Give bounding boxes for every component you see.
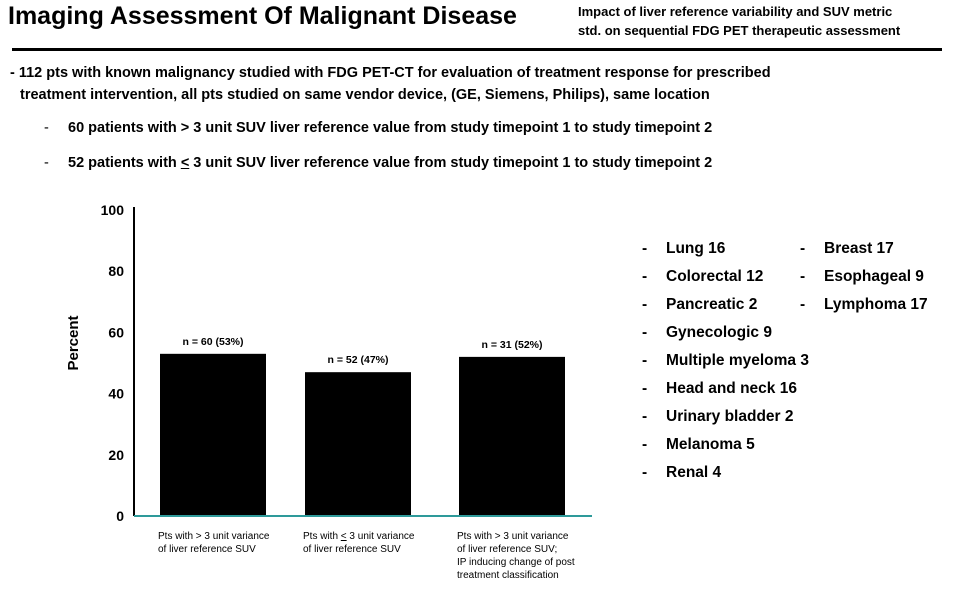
x-category-label: Pts with < 3 unit variance: [303, 531, 415, 542]
y-tick-label: 80: [108, 263, 124, 279]
page-subtitle: Impact of liver reference variability an…: [578, 2, 953, 40]
data-label: n = 52 (47%): [328, 354, 389, 366]
list-dash: -: [642, 324, 648, 341]
list-item-text: Pancreatic 2: [666, 296, 758, 313]
bar: [160, 353, 266, 516]
main-bullet: - 112 pts with known malignancy studied …: [10, 62, 930, 106]
sub-bullet-2-text-post: 3 unit SUV liver reference value from st…: [189, 155, 713, 171]
list-item-text: Colorectal 12: [666, 268, 764, 285]
cancer-type-item: - Head and neck 16: [642, 380, 797, 398]
cancer-type-item: - Esophageal 9: [800, 268, 924, 286]
list-item-text: Melanoma 5: [666, 436, 755, 453]
sub-bullet-2: - 52 patients with < 3 unit SUV liver ref…: [44, 155, 712, 171]
x-category-label: of liver reference SUV: [303, 544, 401, 555]
subtitle-line-2: std. on sequential FDG PET therapeutic a…: [578, 23, 901, 38]
subtitle-line-1: Impact of liver reference variability an…: [578, 4, 893, 19]
list-dash: -: [800, 240, 806, 257]
cancer-type-item: - Pancreatic 2: [642, 296, 757, 314]
x-category-label: Pts with > 3 unit variance: [457, 531, 569, 542]
list-item-text: Gynecologic 9: [666, 324, 772, 341]
y-tick-label: 40: [108, 386, 124, 402]
list-item-text: Lymphoma 17: [824, 296, 928, 313]
sub-bullet-2-text-pre: 52 patients with: [68, 155, 181, 171]
bar: [459, 356, 565, 516]
list-item-text: Urinary bladder 2: [666, 408, 794, 425]
y-tick-label: 20: [108, 447, 124, 463]
data-labels: n = 60 (53%) n = 52 (47%) n = 31 (52%): [183, 336, 543, 366]
sub-bullet-1: - 60 patients with > 3 unit SUV liver ref…: [44, 120, 712, 136]
data-label: n = 31 (52%): [482, 339, 543, 351]
x-category-label: treatment classification: [457, 570, 559, 581]
y-tick-label: 60: [108, 324, 124, 340]
cancer-type-item: - Lymphoma 17: [800, 296, 928, 314]
sub-bullet-1-text: 60 patients with > 3 unit SUV liver refe…: [68, 120, 713, 136]
list-item-text: Renal 4: [666, 464, 722, 481]
cancer-type-item: - Breast 17: [800, 240, 894, 258]
list-dash: -: [642, 380, 648, 397]
bars: [134, 353, 592, 517]
cancer-type-item: - Renal 4: [642, 464, 721, 482]
list-item-text: Head and neck 16: [666, 380, 797, 397]
y-axis-title: Percent: [65, 315, 82, 370]
data-label: n = 60 (53%): [183, 336, 244, 348]
list-dash: -: [642, 268, 648, 285]
cancer-type-item: - Gynecologic 9: [642, 324, 772, 342]
sub-bullet-dash: -: [44, 120, 49, 136]
page-title: Imaging Assessment Of Malignant Disease: [8, 2, 517, 30]
cancer-type-item: - Colorectal 12: [642, 268, 763, 286]
list-dash: -: [642, 464, 648, 481]
y-tick-label: 0: [116, 508, 124, 524]
list-dash: -: [642, 408, 648, 425]
main-bullet-line-1: - 112 pts with known malignancy studied …: [10, 65, 771, 81]
cancer-type-item: - Melanoma 5: [642, 436, 755, 454]
list-item-text: Lung 16: [666, 240, 726, 257]
list-item-text: Esophageal 9: [824, 268, 924, 285]
list-dash: -: [800, 296, 806, 313]
list-dash: -: [642, 296, 648, 313]
list-item-text: Multiple myeloma 3: [666, 352, 809, 369]
cancer-type-item: - Multiple myeloma 3: [642, 352, 809, 370]
list-dash: -: [642, 352, 648, 369]
list-dash: -: [800, 268, 806, 285]
x-category-label: of liver reference SUV;: [457, 544, 557, 555]
list-item-text: Breast 17: [824, 240, 894, 257]
x-category-label: IP inducing change of post: [457, 557, 575, 568]
sub-bullet-2-symbol: <: [180, 155, 190, 171]
cancer-type-item: - Urinary bladder 2: [642, 408, 794, 426]
list-dash: -: [642, 436, 648, 453]
y-axis: 0 20 40 60 80 100 Percent: [65, 202, 135, 524]
list-dash: -: [642, 240, 648, 257]
bar: [305, 372, 411, 516]
x-category-labels: Pts with > 3 unit variance of liver refer…: [158, 531, 575, 581]
y-tick-label: 100: [101, 202, 125, 218]
x-category-label: Pts with > 3 unit variance: [158, 531, 270, 542]
cancer-type-item: - Lung 16: [642, 240, 725, 258]
x-category-label: of liver reference SUV: [158, 544, 256, 555]
title-divider: [12, 48, 942, 51]
sub-bullet-dash: -: [44, 155, 49, 171]
main-bullet-line-2: treatment intervention, all pts studied …: [20, 87, 710, 103]
